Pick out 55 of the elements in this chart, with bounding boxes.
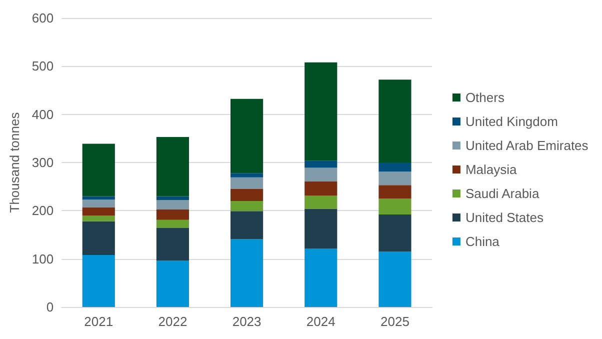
- bar: [156, 200, 190, 210]
- y-tick-label: 200: [32, 203, 54, 218]
- bar: [304, 62, 338, 161]
- bar: [156, 196, 190, 200]
- bar: [230, 211, 264, 240]
- legend-label: Saudi Arabia: [465, 186, 540, 201]
- legend-label: Others: [465, 90, 505, 105]
- bar: [304, 160, 338, 168]
- y-tick-label: 300: [32, 155, 54, 170]
- bar: [156, 260, 190, 307]
- bar: [378, 185, 412, 199]
- bar: [230, 98, 264, 174]
- bar: [82, 254, 115, 307]
- legend-label: United Kingdom: [465, 114, 558, 129]
- x-tick-label: 2025: [380, 314, 410, 329]
- legend-label: Malaysia: [465, 162, 518, 177]
- bar: [82, 196, 115, 200]
- y-axis-title: Thousand tonnes: [7, 112, 22, 213]
- legend-label: United Arab Emirates: [465, 138, 589, 153]
- bar: [304, 168, 338, 182]
- bar: [230, 188, 264, 202]
- bar: [230, 239, 264, 307]
- bar: [304, 248, 338, 307]
- bar: [156, 136, 190, 196]
- bar: [378, 252, 412, 307]
- legend-label: China: [465, 234, 500, 249]
- bar: [82, 221, 115, 255]
- x-tick-label: 2022: [158, 314, 188, 329]
- bar: [82, 215, 115, 222]
- y-tick-label: 0: [46, 300, 54, 314]
- bar: [304, 208, 338, 249]
- bar: [82, 207, 115, 216]
- y-tick-label: 500: [32, 58, 54, 74]
- x-tick-label: 2021: [84, 314, 114, 329]
- bar: [82, 144, 115, 196]
- x-tick-label: 2023: [232, 314, 262, 329]
- y-tick-label: 600: [32, 10, 54, 26]
- bar: [378, 214, 412, 252]
- bar: [378, 80, 412, 162]
- bar: [378, 162, 412, 172]
- legend-label: United States: [465, 210, 544, 225]
- bar: [156, 220, 190, 228]
- bar: [304, 196, 338, 209]
- bar: [156, 209, 190, 220]
- y-tick-label: 100: [32, 251, 54, 266]
- bar: [82, 200, 115, 208]
- bar: [304, 181, 338, 196]
- x-tick-label: 2024: [306, 314, 336, 329]
- bar: [230, 173, 264, 178]
- bar: [378, 198, 412, 215]
- y-tick-label: 400: [32, 106, 54, 122]
- bar: [156, 228, 190, 261]
- bar: [230, 201, 264, 212]
- bar: [230, 177, 264, 189]
- bar: [378, 172, 412, 186]
